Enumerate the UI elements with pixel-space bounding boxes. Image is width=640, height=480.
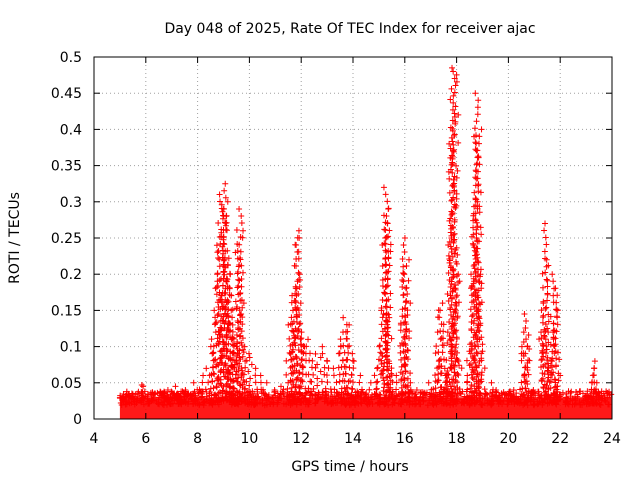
data-point — [134, 390, 143, 404]
data-point — [139, 394, 147, 408]
data-point — [373, 343, 385, 406]
x-tick-label: 4 — [90, 431, 99, 447]
data-point — [432, 329, 444, 406]
data-point — [589, 358, 599, 407]
data-point — [171, 383, 179, 404]
data-point — [174, 390, 184, 404]
y-tick-labels: 0 0.05 0.1 0.15 0.2 0.25 0.3 0.35 0.4 0.45 0.5 — [51, 50, 82, 428]
data-point — [275, 383, 284, 404]
data-point — [138, 381, 147, 402]
y-tick-label: 0.3 — [60, 195, 82, 211]
grid — [94, 57, 612, 419]
data-point — [354, 372, 365, 407]
data-point — [164, 387, 175, 408]
data-point — [236, 300, 247, 405]
y-tick-label: 0 — [73, 412, 82, 428]
data-point — [267, 387, 278, 408]
data-point — [230, 343, 242, 406]
data-point — [448, 64, 460, 407]
data-point — [194, 372, 207, 407]
data-point — [365, 379, 374, 407]
x-tick-label: 10 — [240, 431, 258, 447]
data-point — [450, 271, 463, 404]
x-tick-label: 20 — [499, 431, 517, 447]
data-point — [528, 387, 538, 408]
data-point — [493, 387, 502, 408]
x-tick-label: 8 — [193, 431, 202, 447]
data-point — [181, 387, 191, 408]
data-point — [435, 307, 448, 405]
axis-ticks — [93, 56, 613, 420]
x-tick-label: 6 — [141, 431, 150, 447]
data-point — [476, 358, 488, 407]
x-axis-title: GPS time / hours — [291, 459, 408, 475]
x-tick-label: 24 — [603, 431, 621, 447]
data-point — [580, 397, 587, 404]
data-point — [425, 379, 436, 407]
x-tick-label: 12 — [292, 431, 310, 447]
y-tick-label: 0.35 — [51, 159, 82, 175]
data-point — [330, 365, 340, 407]
data-point — [596, 394, 603, 408]
data-point — [342, 321, 354, 405]
y-axis-title: ROTI / TECUs — [7, 192, 23, 284]
data-point — [552, 372, 564, 407]
data-point — [488, 379, 497, 407]
data-point — [202, 365, 213, 407]
data-point — [400, 256, 413, 403]
data-point — [283, 350, 295, 406]
data-point — [259, 379, 271, 407]
data-point — [430, 358, 442, 407]
data-point — [401, 300, 414, 405]
data-point — [510, 387, 518, 408]
data-point — [385, 358, 398, 407]
chart-title: Day 048 of 2025, Rate Of TEC Index for r… — [164, 21, 535, 37]
y-tick-label: 0.05 — [51, 376, 82, 392]
data-point — [323, 358, 334, 407]
data-point — [522, 343, 534, 406]
x-tick-label: 22 — [551, 431, 569, 447]
x-tick-label: 18 — [448, 431, 466, 447]
x-tick-labels: 4 6 8 10 12 14 16 18 20 22 24 — [90, 431, 621, 447]
x-tick-label: 16 — [396, 431, 414, 447]
data-point — [540, 220, 552, 402]
data-point — [562, 394, 570, 408]
data-point — [123, 394, 132, 408]
data-point — [150, 390, 159, 404]
data-point — [308, 350, 319, 406]
data-point — [420, 390, 427, 404]
x-tick-label: 14 — [344, 431, 362, 447]
data-point — [240, 343, 253, 406]
data-point — [292, 271, 305, 404]
data-point — [130, 395, 137, 402]
y-tick-label: 0.15 — [51, 303, 82, 319]
y-tick-label: 0.25 — [51, 231, 82, 247]
data-point — [293, 300, 306, 405]
y-tick-label: 0.5 — [60, 50, 82, 66]
y-tick-label: 0.4 — [60, 122, 82, 138]
data-points — [122, 64, 613, 408]
data-point — [571, 401, 578, 408]
data-point — [243, 354, 255, 403]
y-tick-label: 0.2 — [60, 267, 82, 283]
data-point — [313, 354, 324, 403]
data-point — [156, 394, 166, 408]
data-point — [280, 379, 292, 407]
data-point — [606, 401, 613, 408]
data-point — [550, 307, 563, 405]
data-point — [504, 390, 512, 404]
data-point — [591, 379, 600, 407]
y-tick-label: 0.1 — [60, 340, 82, 356]
y-tick-label: 0.45 — [51, 86, 82, 102]
data-point — [138, 383, 147, 404]
data-point — [411, 387, 420, 408]
data-point — [393, 372, 402, 407]
